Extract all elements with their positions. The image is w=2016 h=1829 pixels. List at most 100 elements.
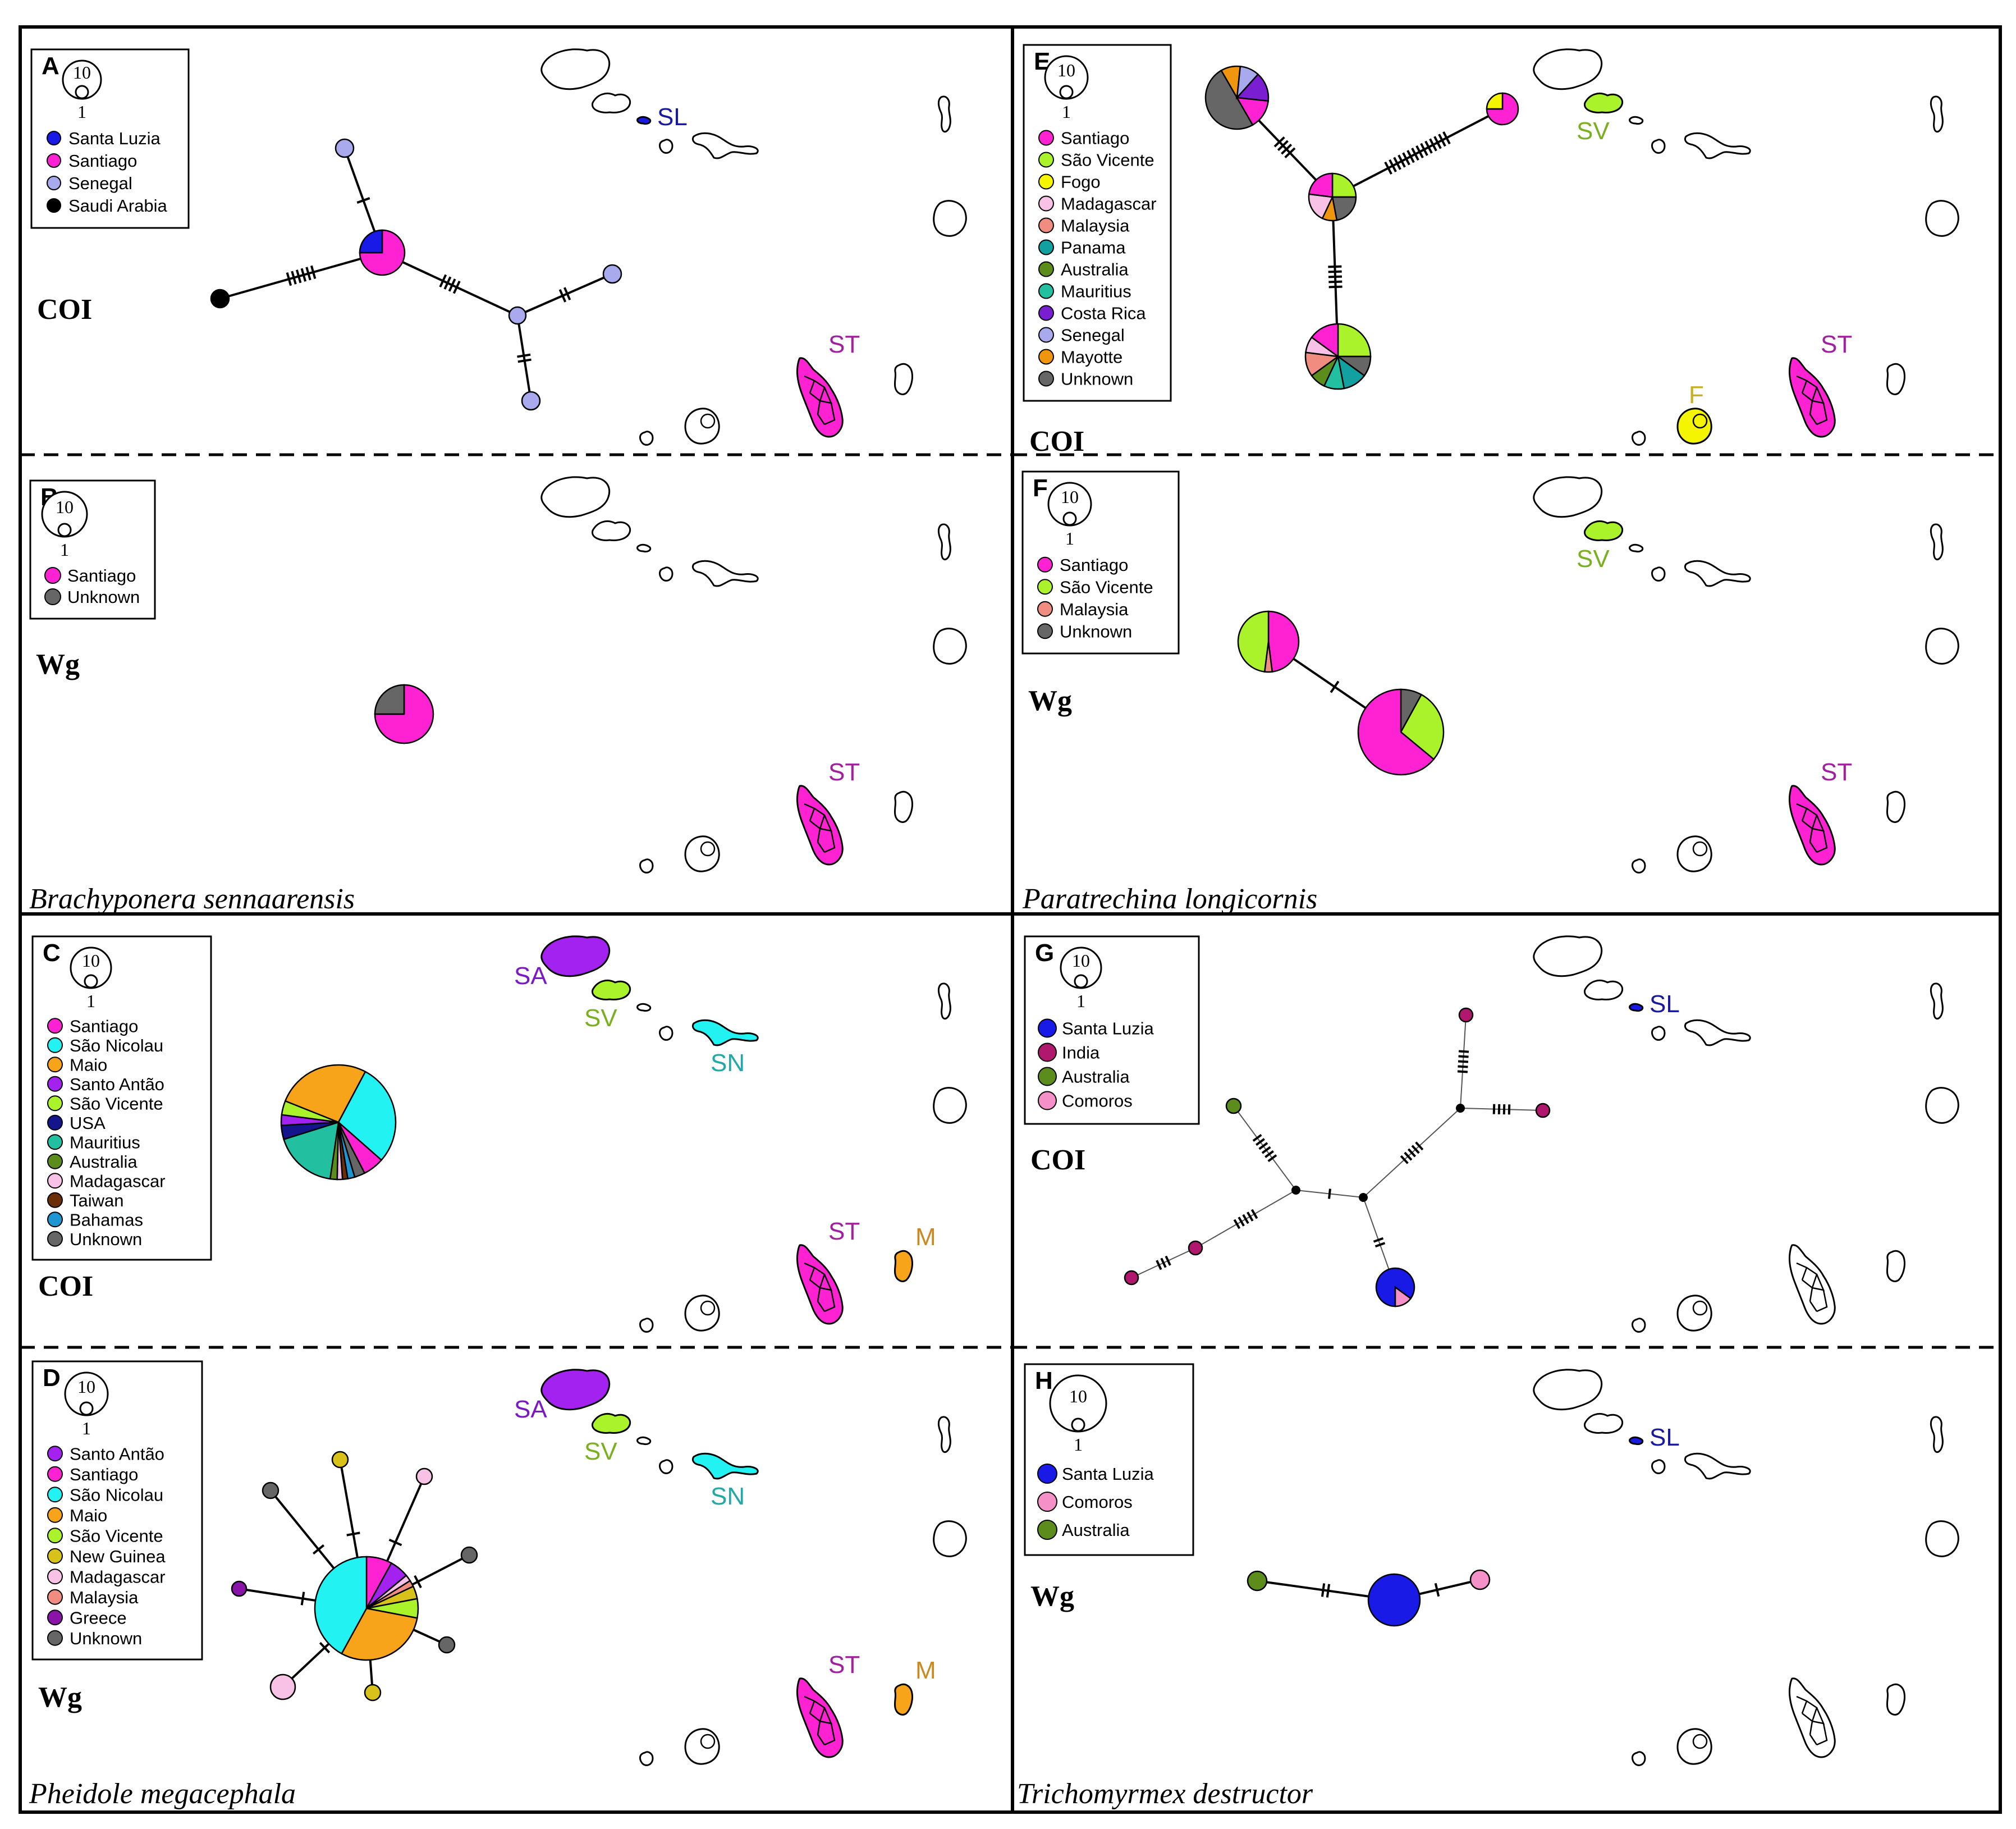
legend-swatch-E-8 xyxy=(1039,306,1053,321)
node-h-sl xyxy=(1368,1574,1420,1626)
island-br2-E xyxy=(1652,140,1665,153)
legend-label-E-5: Panama xyxy=(1061,238,1126,258)
node-a-saudi-slice-0 xyxy=(211,290,229,308)
island-br2-C xyxy=(659,1027,672,1040)
legend-label-D-5: New Guinea xyxy=(70,1547,166,1566)
legend-label-H-1: Comoros xyxy=(1062,1492,1133,1512)
edge-e-right-line xyxy=(1332,109,1502,197)
node-h-au-slice-0 xyxy=(1248,1571,1267,1590)
island-bv-F xyxy=(1926,629,1959,664)
node-g-in3 xyxy=(1189,1241,1202,1255)
node-e-bottom xyxy=(1305,324,1371,389)
node-a-sen3 xyxy=(522,392,540,410)
legend-label-C-9: Taiwan xyxy=(70,1191,124,1210)
island-sn-C xyxy=(693,1020,758,1045)
island-m-H xyxy=(1887,1684,1904,1714)
edge-a-sen2 xyxy=(517,274,612,315)
island-br2-B xyxy=(659,568,672,581)
legend-label-C-1: São Nicolau xyxy=(70,1036,163,1055)
island-sa-A xyxy=(542,49,610,89)
scale-label-small-A: 1 xyxy=(77,102,86,122)
legend-swatch-E-10 xyxy=(1039,350,1053,364)
legend-label-D-2: São Nicolau xyxy=(70,1485,163,1505)
island-sn-F xyxy=(1685,561,1750,586)
scale-label-large-C: 10 xyxy=(82,950,100,971)
edge-g-in2-line xyxy=(1460,1108,1543,1110)
island-sv-D xyxy=(592,1414,630,1433)
legend-label-C-6: Mauritius xyxy=(70,1132,140,1152)
junction-g-2 xyxy=(1359,1193,1368,1202)
node-e-right-slice-1 xyxy=(1487,93,1502,109)
scale-label-small-E: 1 xyxy=(1062,102,1071,122)
legend-swatch-C-5 xyxy=(48,1115,62,1130)
edge-f-tick-0 xyxy=(1331,682,1339,693)
edge-g-core-tick-0 xyxy=(1329,1189,1330,1199)
legend-label-E-11: Unknown xyxy=(1061,369,1133,389)
edge-g-in4 xyxy=(1131,1248,1195,1278)
legend-swatch-F-2 xyxy=(1038,602,1052,616)
island-sal-C xyxy=(938,984,950,1019)
island-label-st-F: ST xyxy=(1821,758,1852,786)
island-sn-E xyxy=(1685,133,1750,158)
node-h-sl-slice-0 xyxy=(1368,1574,1420,1626)
island-sa-H xyxy=(1534,1370,1602,1410)
island-label-m-D: M xyxy=(915,1657,936,1684)
island-sa-E xyxy=(1534,49,1602,89)
species-paratrechina: Paratrechina longicornis xyxy=(1022,883,1317,915)
node-f-small-slice-2 xyxy=(1238,611,1268,672)
marker-label-B: Wg xyxy=(36,648,80,680)
island-st-F xyxy=(1789,786,1835,865)
legend-swatch-A-0 xyxy=(47,131,61,145)
scale-circle-small-A xyxy=(76,86,88,98)
panel-letter-G: G xyxy=(1035,939,1054,967)
scale-label-small-H: 1 xyxy=(1074,1434,1083,1455)
island-br2-F xyxy=(1652,568,1665,581)
legend-label-C-0: Santiago xyxy=(70,1016,138,1036)
legend-swatch-C-0 xyxy=(48,1018,62,1033)
junction-g-1 xyxy=(1291,1186,1300,1195)
edge-g-au-tick-1 xyxy=(1265,1151,1273,1157)
node-d-7 xyxy=(232,1581,246,1596)
island-sa-C xyxy=(542,936,610,976)
edge-h-au-tick-1 xyxy=(1322,1583,1324,1597)
junction-g-3 xyxy=(1456,1104,1465,1113)
legend-swatch-D-3 xyxy=(48,1508,62,1522)
island-label-m-C: M xyxy=(915,1223,936,1251)
legend-label-G-2: Australia xyxy=(1062,1067,1130,1087)
node-a-center xyxy=(360,230,405,275)
island-br-B xyxy=(640,859,653,873)
island-sal-G xyxy=(1931,984,1942,1019)
legend-swatch-C-3 xyxy=(48,1077,62,1091)
legend-swatch-B-1 xyxy=(45,589,61,605)
island-label-st-E: ST xyxy=(1821,331,1852,358)
legend-swatch-B-0 xyxy=(45,568,61,583)
scale-label-small-D: 1 xyxy=(82,1418,91,1438)
node-e-mid-slice-0 xyxy=(1332,173,1356,197)
node-g-au xyxy=(1226,1099,1241,1113)
node-d-7-slice-0 xyxy=(232,1581,246,1596)
island-label-sv-E: SV xyxy=(1577,117,1610,145)
island-sl-B xyxy=(638,545,650,551)
edge-a-sen3-line xyxy=(517,315,531,401)
legend-swatch-G-3 xyxy=(1038,1092,1056,1110)
node-a-saudi xyxy=(211,290,229,308)
legend-label-G-1: India xyxy=(1062,1043,1100,1063)
node-g-in1 xyxy=(1459,1008,1473,1022)
legend-swatch-G-0 xyxy=(1038,1019,1056,1037)
legend-swatch-D-9 xyxy=(48,1631,62,1645)
legend-swatch-E-3 xyxy=(1039,196,1053,211)
legend-swatch-E-0 xyxy=(1039,131,1053,145)
legend-label-A-1: Santiago xyxy=(68,151,137,171)
legend-swatch-D-0 xyxy=(48,1446,62,1461)
island-st-E xyxy=(1789,358,1835,437)
edge-g-in1-tick-3 xyxy=(1459,1056,1469,1057)
legend-swatch-D-4 xyxy=(48,1528,62,1543)
island-label-sl-G: SL xyxy=(1650,990,1680,1018)
legend-label-E-0: Santiago xyxy=(1061,129,1129,148)
scale-label-small-F: 1 xyxy=(1065,528,1074,548)
